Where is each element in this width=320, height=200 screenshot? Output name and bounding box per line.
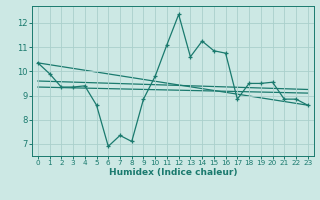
X-axis label: Humidex (Indice chaleur): Humidex (Indice chaleur) (108, 168, 237, 177)
